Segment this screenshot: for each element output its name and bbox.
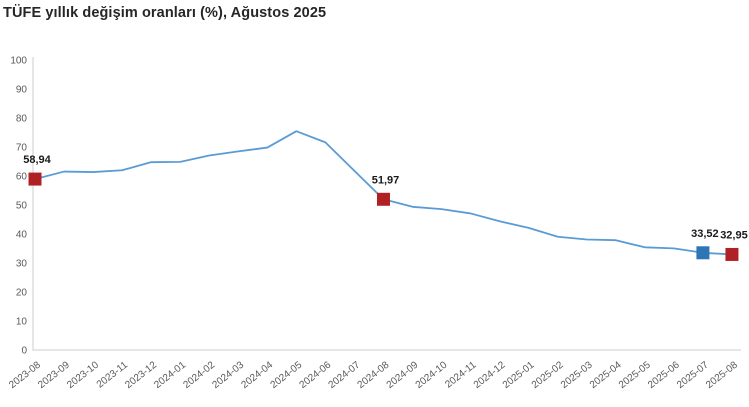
x-tick-label: 2024-10	[414, 359, 450, 391]
x-tick-label: 2023-12	[123, 359, 159, 391]
x-tick-label: 2024-03	[210, 359, 246, 391]
axis-lines	[32, 57, 741, 351]
x-tick-label: 2025-08	[704, 359, 740, 391]
y-tick-label: 90	[16, 85, 28, 96]
y-tick-label: 60	[16, 172, 28, 183]
x-tick-label: 2024-06	[298, 359, 334, 391]
x-tick-label: 2024-02	[181, 359, 217, 391]
x-tick-label: 2024-07	[327, 359, 363, 391]
data-point-label: 32,95	[720, 229, 748, 241]
data-point-label: 51,97	[372, 174, 400, 186]
x-tick-label: 2025-02	[530, 359, 566, 391]
y-tick-label: 30	[16, 259, 28, 270]
x-tick-label: 2025-06	[646, 359, 682, 391]
x-tick-label: 2025-05	[617, 359, 653, 391]
data-point-marker[interactable]	[376, 192, 390, 206]
data-point-label: 58,94	[23, 154, 51, 166]
x-tick-label: 2024-09	[385, 359, 421, 391]
data-point-label: 33,52	[691, 228, 719, 240]
x-tick-label: 2025-01	[501, 359, 537, 391]
y-tick-label: 20	[16, 288, 28, 299]
x-tick-label: 2023-10	[65, 359, 101, 391]
x-tick-label: 2024-12	[472, 359, 508, 391]
y-tick-label: 50	[16, 201, 28, 212]
chart-title: TÜFE yıllık değişim oranları (%), Ağusto…	[3, 5, 327, 21]
y-tick-label: 0	[21, 346, 27, 357]
y-tick-label: 10	[16, 317, 28, 328]
x-tick-label: 2023-09	[36, 359, 72, 391]
y-tick-label: 70	[16, 143, 28, 154]
y-tick-label: 40	[16, 230, 28, 241]
x-tick-label: 2024-08	[356, 359, 392, 391]
x-tick-label: 2024-04	[239, 359, 275, 391]
x-tick-label: 2024-05	[269, 359, 305, 391]
x-tick-label: 2025-04	[588, 359, 624, 391]
data-point-marker[interactable]	[28, 172, 42, 186]
x-tick-label: 2023-08	[7, 359, 43, 391]
y-tick-label: 100	[10, 56, 27, 67]
x-tick-label: 2025-07	[675, 359, 711, 391]
x-tick-label: 2024-01	[152, 359, 188, 391]
data-point-marker[interactable]	[696, 246, 710, 260]
x-tick-label: 2025-03	[559, 359, 595, 391]
y-tick-label: 80	[16, 114, 28, 125]
data-point-marker[interactable]	[725, 247, 739, 261]
